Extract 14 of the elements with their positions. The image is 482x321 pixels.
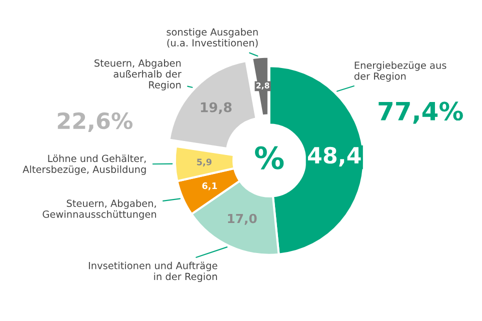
slice-label: Steuern, Abgaben, Gewinnausschüttungen [42, 199, 156, 220]
data-label: 5,9 [197, 158, 212, 166]
slice-label: Löhne und Gehälter, Altersbezüge, Ausbildung [22, 154, 146, 175]
slice-label: Steuern, Abgaben außerhalb der Region [94, 59, 182, 90]
data-label: 48,4 [308, 146, 361, 167]
slice-label: Invsetitionen und Aufträge in der Region [88, 262, 218, 282]
text: % [255, 146, 284, 170]
slice-label: Energiebezüge aus der Region [354, 61, 446, 82]
data-label: 19,8 [200, 102, 232, 114]
text: 77,4% [378, 102, 463, 124]
slice-label: sonstige Ausgaben (u.a. Investitionen) [166, 28, 258, 48]
data-label: 6,1 [202, 182, 217, 190]
text: 22,6% [58, 112, 132, 132]
data-label: 17,0 [228, 214, 257, 225]
